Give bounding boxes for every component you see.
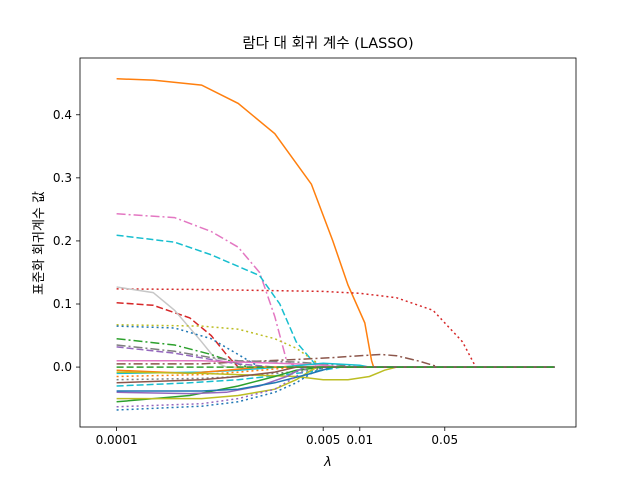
chart-title: 람다 대 회귀 계수 (LASSO) <box>242 35 413 52</box>
x-tick-label: 0.005 <box>306 433 340 447</box>
series-line-19 <box>116 366 555 381</box>
x-tick-label: 0.01 <box>346 433 373 447</box>
series-line-16 <box>116 366 555 378</box>
x-tick-label: 0.0001 <box>96 433 138 447</box>
y-axis: 0.0 0.1 0.2 0.3 0.4 <box>53 108 80 374</box>
y-tick-label: 0.4 <box>53 108 72 122</box>
plot-frame <box>79 57 577 428</box>
series-line-1 <box>116 78 555 368</box>
plot-area <box>79 57 577 428</box>
x-tick-label: 0.05 <box>431 433 458 447</box>
y-tick-label: 0.0 <box>53 360 72 374</box>
series-line-2 <box>116 213 555 368</box>
series-line-24 <box>116 366 555 411</box>
series-line-4 <box>116 288 555 368</box>
y-axis-label: 표준화 회귀계수 값 <box>32 191 47 295</box>
y-tick-label: 0.1 <box>53 297 72 311</box>
y-tick-label: 0.2 <box>53 234 72 248</box>
y-tick-label: 0.3 <box>53 171 72 185</box>
x-axis-label: λ <box>323 455 332 470</box>
x-axis: 0.0001 0.005 0.01 0.05 <box>96 427 458 447</box>
series-line-6 <box>116 286 555 368</box>
series-layer <box>116 78 555 411</box>
series-line-3 <box>116 234 555 368</box>
